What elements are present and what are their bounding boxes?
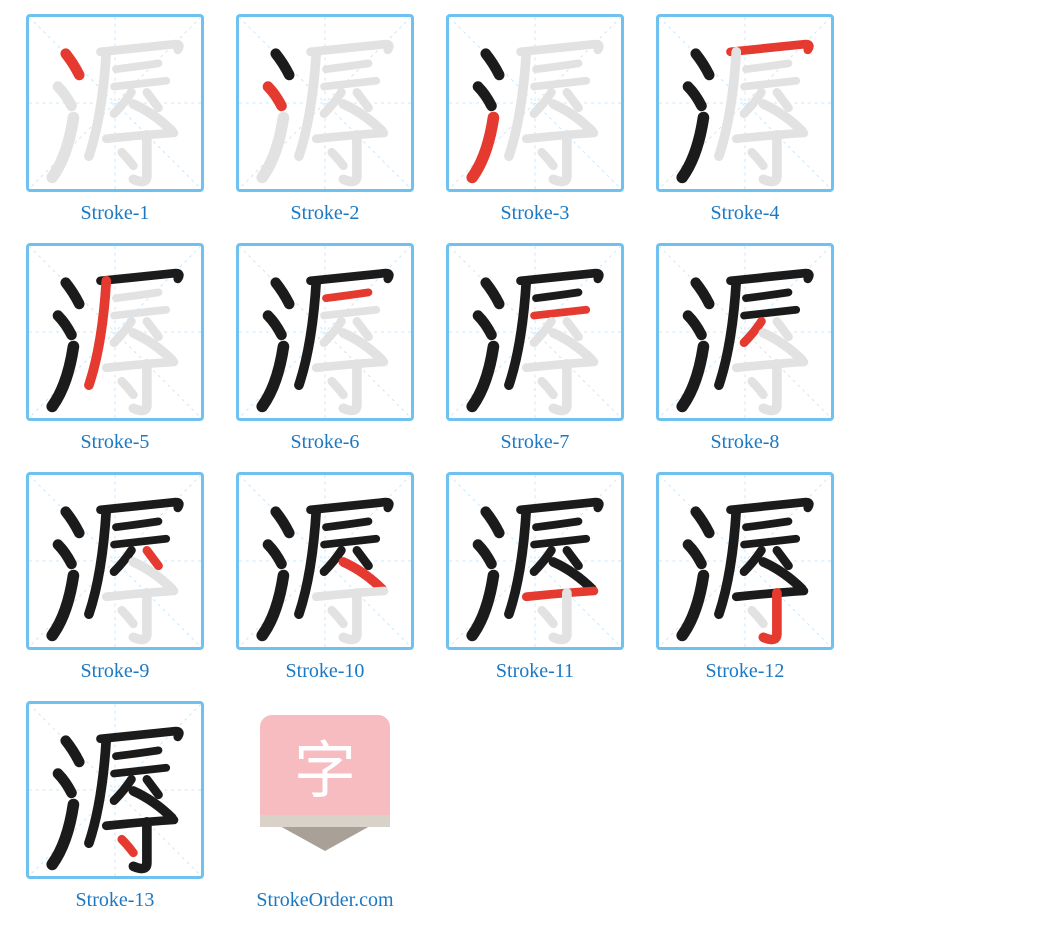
stroke-tile [26,14,204,192]
stroke-glyph [29,17,201,189]
stroke-glyph [29,704,201,876]
stroke-cell-13: Stroke-13 [10,701,220,912]
stroke-tile [446,472,624,650]
site-caption: StrokeOrder.com [256,889,393,912]
logo-band [260,815,390,827]
stroke-glyph [449,475,621,647]
site-logo: 字 [260,715,390,865]
stroke-tile [656,14,834,192]
stroke-cell-12: Stroke-12 [640,472,850,683]
stroke-caption: Stroke-12 [706,660,785,683]
stroke-glyph [659,246,831,418]
logo-glyph: 字 [260,715,390,815]
logo-wrap: 字 [236,701,414,879]
stroke-tile [236,243,414,421]
stroke-tile [656,243,834,421]
stroke-glyph [659,17,831,189]
stroke-tile [26,243,204,421]
stroke-caption: Stroke-9 [81,660,150,683]
stroke-cell-10: Stroke-10 [220,472,430,683]
stroke-glyph [239,17,411,189]
stroke-tile [26,701,204,879]
stroke-caption: Stroke-7 [501,431,570,454]
stroke-cell-3: Stroke-3 [430,14,640,225]
stroke-tile [446,14,624,192]
stroke-glyph [659,475,831,647]
stroke-glyph [239,246,411,418]
stroke-caption: Stroke-4 [711,202,780,225]
stroke-cell-2: Stroke-2 [220,14,430,225]
stroke-caption: Stroke-11 [496,660,574,683]
stroke-caption: Stroke-1 [81,202,150,225]
stroke-cell-9: Stroke-9 [10,472,220,683]
stroke-cell-4: Stroke-4 [640,14,850,225]
stroke-tile [26,472,204,650]
stroke-tile [656,472,834,650]
stroke-caption: Stroke-2 [291,202,360,225]
stroke-tile [446,243,624,421]
stroke-caption: Stroke-8 [711,431,780,454]
stroke-caption: Stroke-3 [501,202,570,225]
stroke-glyph [449,17,621,189]
stroke-cell-8: Stroke-8 [640,243,850,454]
stroke-glyph [29,246,201,418]
stroke-cell-5: Stroke-5 [10,243,220,454]
stroke-grid: Stroke-1 Stroke-2 Stroke-3 [10,14,1040,930]
stroke-tile [236,14,414,192]
stroke-tile [236,472,414,650]
stroke-cell-7: Stroke-7 [430,243,640,454]
stroke-cell-1: Stroke-1 [10,14,220,225]
stroke-caption: Stroke-5 [81,431,150,454]
stroke-cell-6: Stroke-6 [220,243,430,454]
stroke-cell-11: Stroke-11 [430,472,640,683]
stroke-caption: Stroke-6 [291,431,360,454]
stroke-glyph [29,475,201,647]
stroke-caption: Stroke-13 [76,889,155,912]
stroke-glyph [449,246,621,418]
stroke-caption: Stroke-10 [286,660,365,683]
logo-cell: 字 StrokeOrder.com [220,701,430,912]
stroke-glyph [239,475,411,647]
